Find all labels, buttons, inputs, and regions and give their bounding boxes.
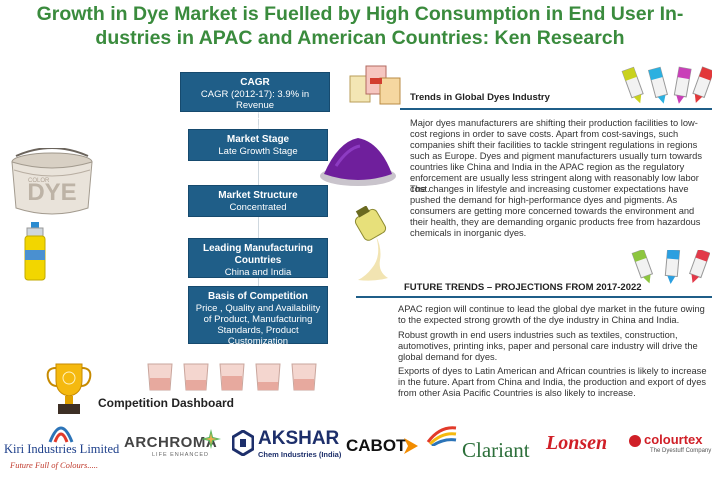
future-title: FUTURE TRENDS – PROJECTIONS FROM 2017-20…: [404, 282, 642, 293]
logo-strip: Kiri Industries Limited Future Full of C…: [0, 418, 720, 480]
pottery-cups-icon: [147, 363, 317, 391]
bottle-pour-icon: [354, 206, 388, 281]
cabot-name: CABOT: [346, 436, 407, 455]
market-structure-value: Concentrated: [229, 202, 287, 213]
akshar-name: AKSHAR: [258, 428, 340, 449]
colourtex-tagline: The Dyestuff Company: [650, 448, 712, 454]
title-line-2: dustries in APAC and American Countries:…: [95, 27, 625, 49]
clariant-logo: Clariant: [426, 424, 534, 470]
colourtex-emblem-icon: [629, 435, 641, 447]
cabot-logo: CABOT: [346, 434, 422, 464]
market-stage-box: Market Stage Late Growth Stage: [188, 129, 328, 161]
cabot-arrow-icon: [404, 438, 418, 454]
kiri-emblem-icon: [48, 426, 74, 443]
page-title: Growth in Dye Market is Fuelled by High …: [0, 2, 720, 50]
dye-powder-icon: [320, 138, 396, 186]
svg-text:DYE: DYE: [27, 179, 76, 206]
archroma-star-icon: [201, 429, 221, 449]
archroma-tagline: LIFE ENHANCED: [152, 452, 210, 458]
leading-countries-box: Leading Manufacturing Countries China an…: [188, 238, 328, 278]
archroma-logo: ARCHROMA LIFE ENHANCED: [124, 426, 224, 466]
lonsen-logo: Lonsen: [546, 430, 622, 464]
title-line-1: Growth in Dye Market is Fuelled by High …: [36, 3, 684, 25]
paint-tubes-icon: [621, 66, 712, 104]
clariant-swoosh-icon: [426, 426, 457, 446]
market-stage-value: Late Growth Stage: [218, 146, 298, 157]
colourtex-logo: colourtex The Dyestuff Company: [628, 430, 716, 466]
colourtex-name: colourtex: [644, 432, 703, 447]
trends-title: Trends in Global Dyes Industry: [410, 92, 550, 103]
spray-can-icon: [24, 222, 46, 281]
dye-can-icon: DYE COLOR: [11, 148, 93, 215]
cagr-line-2: CAGR (2017-2022E): 5.4% in Revenue: [192, 111, 318, 133]
future-rule: [356, 296, 712, 298]
kiri-logo: Kiri Industries Limited Future Full of C…: [4, 420, 120, 476]
akshar-sub: Chem Industries (India): [258, 450, 342, 459]
cagr-box: CAGR CAGR (2012-17): 3.9% in Revenue CAG…: [180, 72, 330, 133]
future-paragraph-3: Exports of dyes to Latin American and Af…: [398, 366, 707, 398]
trends-paragraph-2: The changes in lifestyle and increasing …: [410, 184, 701, 238]
cagr-line-1: CAGR (2012-17): 3.9% in Revenue: [200, 89, 310, 111]
competition-value: Price , Quality and Availability of Prod…: [195, 303, 321, 347]
cagr-heading: CAGR: [240, 77, 270, 88]
leading-countries-value: China and India: [224, 267, 292, 278]
paint-tubes-icon-2: [631, 250, 710, 284]
market-stage-heading: Market Stage: [226, 134, 290, 145]
leading-countries-heading: Leading Manufacturing Countries: [203, 243, 313, 266]
trophy-icon: [46, 363, 92, 414]
lonsen-name: Lonsen: [546, 432, 608, 454]
competition-box: Basis of Competition Price , Quality and…: [188, 286, 328, 347]
competition-dashboard-label: Competition Dashboard: [98, 396, 235, 410]
competition-heading: Basis of Competition: [207, 291, 308, 302]
trends-rule: [400, 108, 712, 110]
dye-cups-icon: [349, 65, 401, 105]
trends-paragraph-1: Major dyes manufacturers are shifting th…: [410, 118, 702, 194]
market-structure-box: Market Structure Concentrated: [188, 185, 328, 217]
akshar-logo: AKSHAR Chem Industries (India): [232, 428, 344, 466]
clariant-name: Clariant: [462, 438, 530, 462]
future-paragraph-2: Robust growth in end users industries su…: [398, 330, 698, 362]
kiri-name: Kiri Industries Limited: [4, 442, 120, 456]
kiri-tagline: Future Full of Colours.....: [10, 460, 98, 470]
market-structure-heading: Market Structure: [218, 190, 298, 201]
svg-text:COLOR: COLOR: [28, 178, 50, 184]
akshar-emblem-icon: [232, 430, 254, 456]
archroma-name: ARCHROMA: [124, 434, 218, 451]
future-paragraph-1: APAC region will continue to lead the gl…: [398, 304, 705, 325]
